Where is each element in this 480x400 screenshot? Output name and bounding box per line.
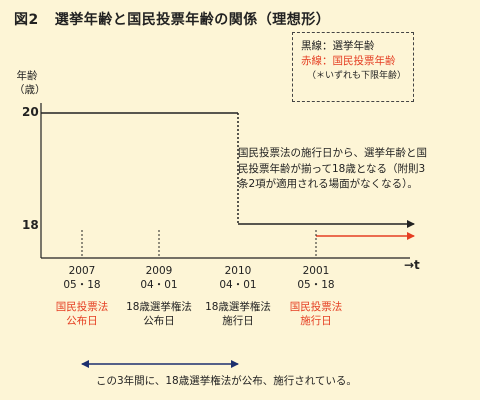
date-label-2009: 2009 04・01 18歳選挙権法 公布日 xyxy=(119,264,199,328)
legend-black-line: 黒線：選挙年齢 xyxy=(301,40,375,52)
annotation-text: 国民投票法の施行日から、選挙年齢と国民投票年齢が揃って18歳となる（附則3条2項… xyxy=(238,147,427,190)
figure-title: 図2 選挙年齢と国民投票年齢の関係（理想形） xyxy=(14,9,330,29)
date-label-2010: 2010 04・01 18歳選挙権法 施行日 xyxy=(198,264,278,328)
legend-box: 黒線：選挙年齢 赤線：国民投票年齢 （＊いずれも下限年齢） xyxy=(292,32,414,102)
date-year: 2009 xyxy=(145,265,173,277)
y-axis-label-line2: （歳） xyxy=(14,84,46,96)
event-label-line2: 施行日 xyxy=(300,315,332,327)
date-year: 2007 xyxy=(68,265,96,277)
legend-red-line: 赤線：国民投票年齢 xyxy=(301,55,396,67)
date-label-2007: 2007 05・18 国民投票法 公布日 xyxy=(42,264,122,328)
date-label-2001: 2001 05・18 国民投票法 施行日 xyxy=(276,264,356,328)
figure-title-text: 選挙年齢と国民投票年齢の関係（理想形） xyxy=(54,12,331,28)
event-label-line1: 18歳選挙権法 xyxy=(126,301,192,313)
event-label-line1: 国民投票法 xyxy=(289,301,343,313)
date-year: 2010 xyxy=(224,265,252,277)
time-axis-label: →t xyxy=(404,258,420,272)
event-label-line2: 施行日 xyxy=(222,315,254,327)
y-axis-label-line1: 年齢 xyxy=(16,70,38,82)
date-month-day: 05・18 xyxy=(63,279,101,291)
event-label-line2: 公布日 xyxy=(66,315,98,327)
figure-number: 図2 xyxy=(14,12,39,28)
date-month-day: 05・18 xyxy=(297,279,335,291)
y-tick-20: 20 xyxy=(22,105,39,119)
bottom-note: この3年間に、18歳選挙権法が公布、施行されている。 xyxy=(96,375,357,387)
event-label-line2: 公布日 xyxy=(143,315,175,327)
legend-note: （＊いずれも下限年齢） xyxy=(307,71,407,81)
y-tick-18: 18 xyxy=(22,218,39,232)
y-axis-label: 年齢 （歳） xyxy=(14,69,46,97)
date-month-day: 04・01 xyxy=(140,279,178,291)
date-year: 2001 xyxy=(302,265,330,277)
event-label-line1: 18歳選挙権法 xyxy=(205,301,271,313)
date-month-day: 04・01 xyxy=(219,279,257,291)
event-label-line1: 国民投票法 xyxy=(55,301,109,313)
